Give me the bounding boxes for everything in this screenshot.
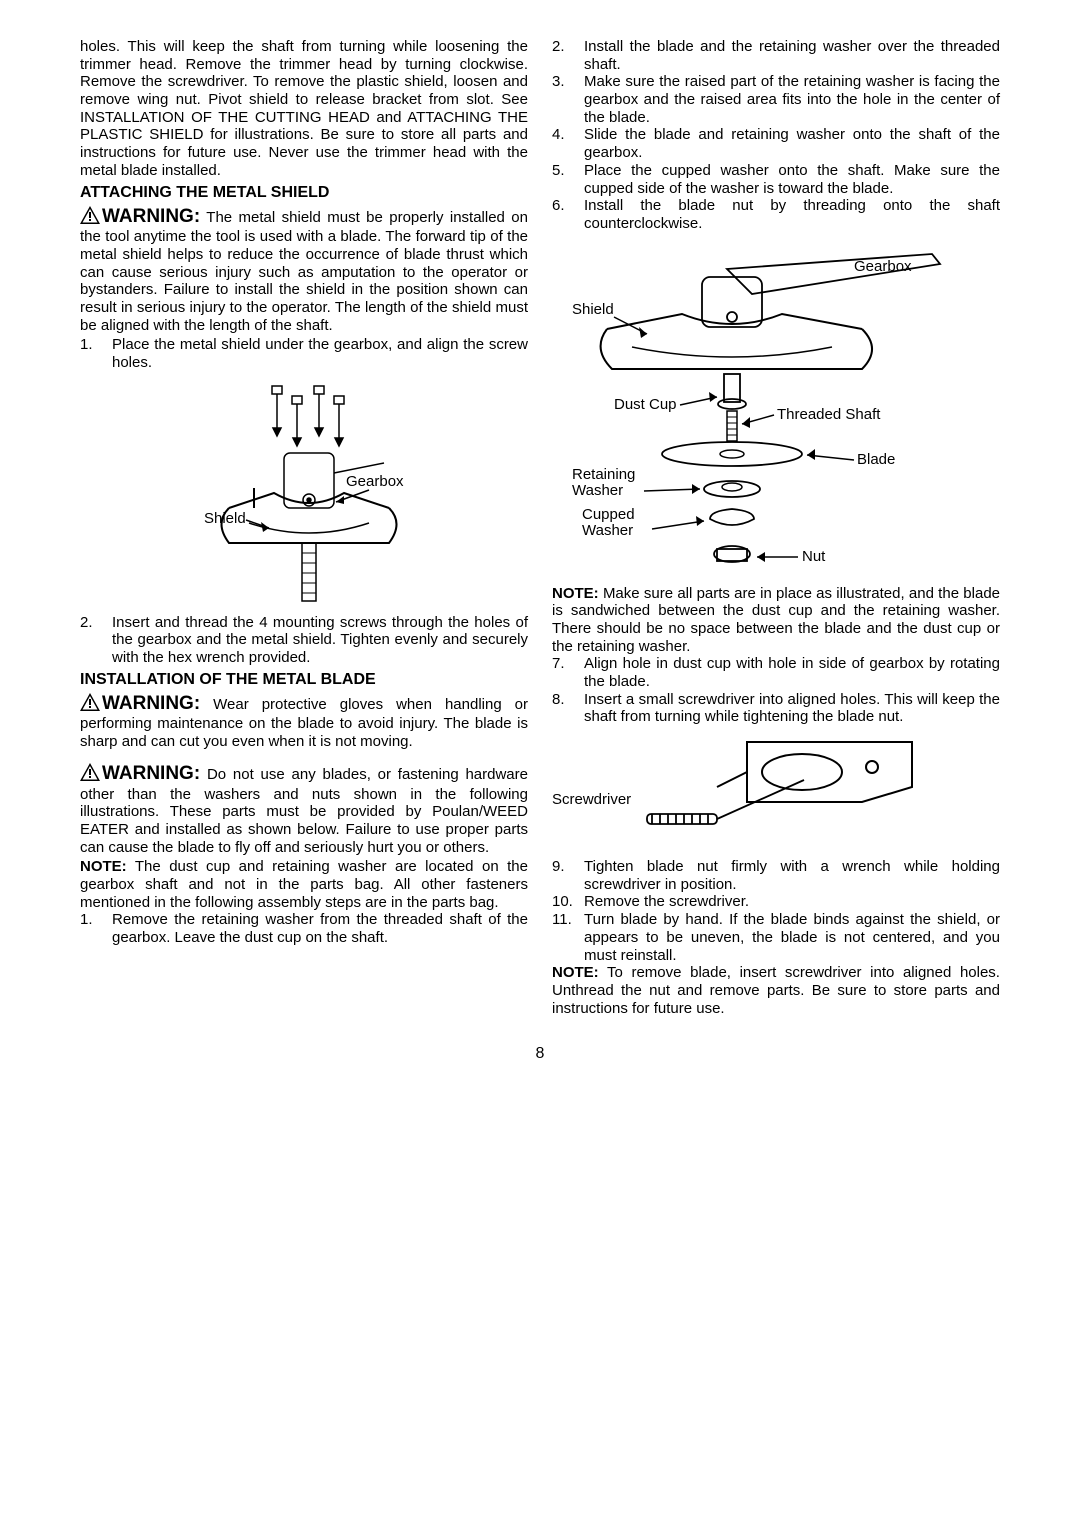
label-nut: Nut — [802, 548, 826, 565]
step-10: 10.Remove the screwdriver. — [552, 893, 1000, 911]
label-dust-cup: Dust Cup — [614, 396, 677, 413]
right-column: 2.Install the blade and the retaining wa… — [552, 38, 1000, 1017]
step-11: 11.Turn blade by hand. If the blade bind… — [552, 911, 1000, 964]
step-9: 9.Tighten blade nut firmly with a wrench… — [552, 858, 1000, 893]
note-3: NOTE: To remove blade, insert screwdrive… — [552, 964, 1000, 1017]
two-column-layout: holes. This will keep the shaft from tur… — [80, 38, 1000, 1017]
step-1b: 1. Remove the retaining washer from the … — [80, 911, 528, 946]
warning-label: WARNING: — [102, 763, 200, 784]
note-1: NOTE: The dust cup and retaining washer … — [80, 858, 528, 911]
label-screwdriver: Screwdriver — [552, 791, 631, 808]
figure-exploded-view: Gearbox Shield Dust Cup Threaded Shaft — [552, 239, 1000, 579]
intro-paragraph: holes. This will keep the shaft from tur… — [80, 38, 528, 180]
step-5: 5.Place the cupped washer onto the shaft… — [552, 162, 1000, 197]
step-2: 2. Insert and thread the 4 mounting scre… — [80, 614, 528, 667]
warning-2: WARNING: Wear protective gloves when han… — [80, 693, 528, 751]
label-cupped: CuppedWasher — [582, 506, 635, 539]
label-threaded-shaft: Threaded Shaft — [777, 406, 881, 423]
steps-list-3: 7.Align hole in dust cup with hole in si… — [552, 655, 1000, 726]
steps-list-1: 1. Place the metal shield under the gear… — [80, 336, 528, 371]
note-label: NOTE: — [552, 964, 599, 981]
figure-gearbox-shield: Gearbox Shield — [80, 378, 528, 608]
steps-list-1c: 1. Remove the retaining washer from the … — [80, 911, 528, 946]
note-label: NOTE: — [552, 585, 599, 602]
steps-list-4: 9.Tighten blade nut firmly with a wrench… — [552, 858, 1000, 964]
note-text: To remove blade, insert screwdriver into… — [552, 964, 1000, 1016]
heading-installation-metal-blade: INSTALLATION OF THE METAL BLADE — [80, 671, 528, 689]
warning-triangle-icon — [80, 693, 100, 716]
warning-label: WARNING: — [102, 206, 200, 227]
label-gearbox: Gearbox — [346, 473, 404, 490]
label-blade: Blade — [857, 451, 895, 468]
note-text: The dust cup and retaining washer are lo… — [80, 858, 528, 910]
warning-text: The metal shield must be properly instal… — [80, 209, 528, 334]
warning-label: WARNING: — [102, 693, 200, 714]
page-number: 8 — [80, 1045, 1000, 1063]
warning-triangle-icon — [80, 763, 100, 786]
step-2: 2.Install the blade and the retaining wa… — [552, 38, 1000, 73]
figure-screwdriver: Screwdriver — [552, 732, 1000, 852]
note-2: NOTE: Make sure all parts are in place a… — [552, 585, 1000, 656]
label-shield: Shield — [204, 510, 246, 527]
note-label: NOTE: — [80, 858, 127, 875]
label-gearbox: Gearbox — [854, 258, 912, 275]
warning-1: WARNING: The metal shield must be proper… — [80, 206, 528, 335]
steps-list-2: 2.Install the blade and the retaining wa… — [552, 38, 1000, 233]
note-text: Make sure all parts are in place as illu… — [552, 585, 1000, 655]
heading-attaching-metal-shield: ATTACHING THE METAL SHIELD — [80, 184, 528, 202]
step-6: 6.Install the blade nut by threading ont… — [552, 197, 1000, 232]
step-3: 3.Make sure the raised part of the retai… — [552, 73, 1000, 126]
warning-3: WARNING: Do not use any blades, or faste… — [80, 763, 528, 856]
warning-triangle-icon — [80, 206, 100, 229]
step-7: 7.Align hole in dust cup with hole in si… — [552, 655, 1000, 690]
left-column: holes. This will keep the shaft from tur… — [80, 38, 528, 1017]
steps-list-1b: 2. Insert and thread the 4 mounting scre… — [80, 614, 528, 667]
label-retaining: RetainingWasher — [572, 466, 635, 499]
label-shield: Shield — [572, 301, 614, 318]
step-8: 8.Insert a small screwdriver into aligne… — [552, 691, 1000, 726]
step-4: 4.Slide the blade and retaining washer o… — [552, 126, 1000, 161]
step-1: 1. Place the metal shield under the gear… — [80, 336, 528, 371]
